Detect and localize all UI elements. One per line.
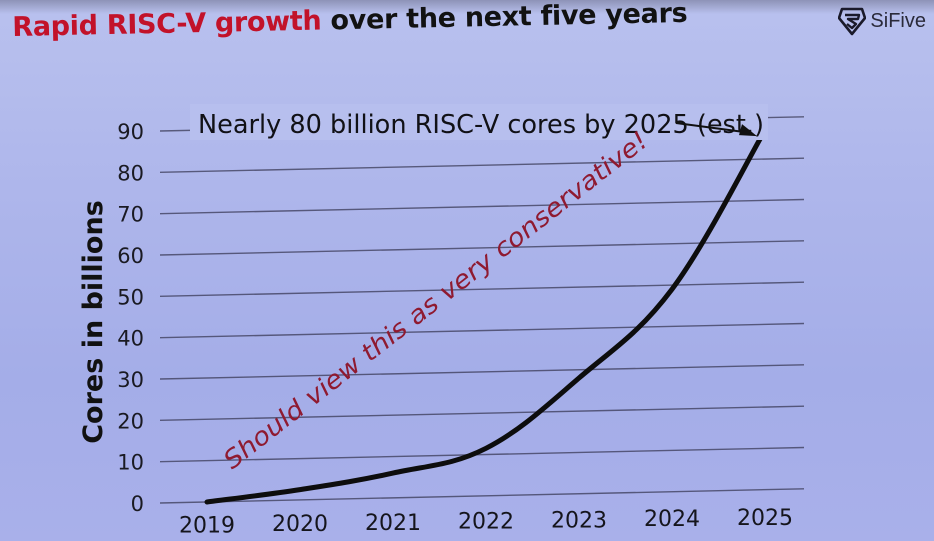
grid-line: [159, 240, 805, 256]
x-tick-label: 2024: [644, 507, 700, 532]
grid-layer: [159, 116, 805, 504]
y-tick-label: 60: [117, 244, 144, 268]
y-tick-label: 80: [117, 161, 144, 185]
y-tick-label: 50: [117, 285, 144, 309]
grid-line: [159, 198, 805, 215]
y-tick-labels: 0 10 20 30 40 50 60 70 80 90: [117, 120, 144, 516]
sifive-shield-icon: [838, 7, 867, 36]
series-layer: [204, 127, 768, 505]
x-tick-label: 2023: [551, 509, 607, 534]
grid-line: [159, 157, 805, 173]
grid-line: [159, 488, 805, 504]
slide-top-shadow: [0, 0, 934, 14]
sifive-logo: SiFive: [838, 6, 926, 36]
grid-line: [159, 281, 805, 297]
x-tick-label: 2021: [365, 511, 421, 536]
y-tick-label: 10: [117, 451, 144, 475]
callout-arrow-head: [739, 124, 757, 137]
conservative-annotation: Should view this as very conservative!: [218, 126, 653, 475]
callout-annotation: Nearly 80 billion RISC-V cores by 2025 (…: [198, 110, 764, 140]
grid-line: [159, 364, 805, 380]
grid-line: [159, 322, 805, 339]
y-tick-label: 70: [117, 203, 144, 227]
y-tick-label: 30: [117, 368, 144, 392]
logo-text: SiFive: [870, 9, 926, 32]
y-tick-label: 20: [117, 409, 144, 433]
series-line: [204, 127, 768, 505]
x-tick-label: 2025: [737, 506, 793, 531]
x-tick-label: 2020: [272, 512, 328, 537]
x-tick-label: 2022: [458, 510, 514, 535]
x-tick-labels: 2019 2020 2021 2022 2023 2024 2025: [179, 506, 793, 538]
y-tick-label: 40: [117, 327, 144, 351]
y-axis-label: Cores in billions: [78, 200, 109, 444]
x-tick-label: 2019: [179, 513, 235, 538]
y-tick-label: 90: [117, 120, 144, 144]
grid-line: [159, 405, 805, 421]
grid-line: [159, 446, 805, 463]
callout-background: [190, 104, 768, 140]
callout-arrow-line: [675, 122, 746, 134]
y-tick-label: 0: [131, 492, 144, 516]
